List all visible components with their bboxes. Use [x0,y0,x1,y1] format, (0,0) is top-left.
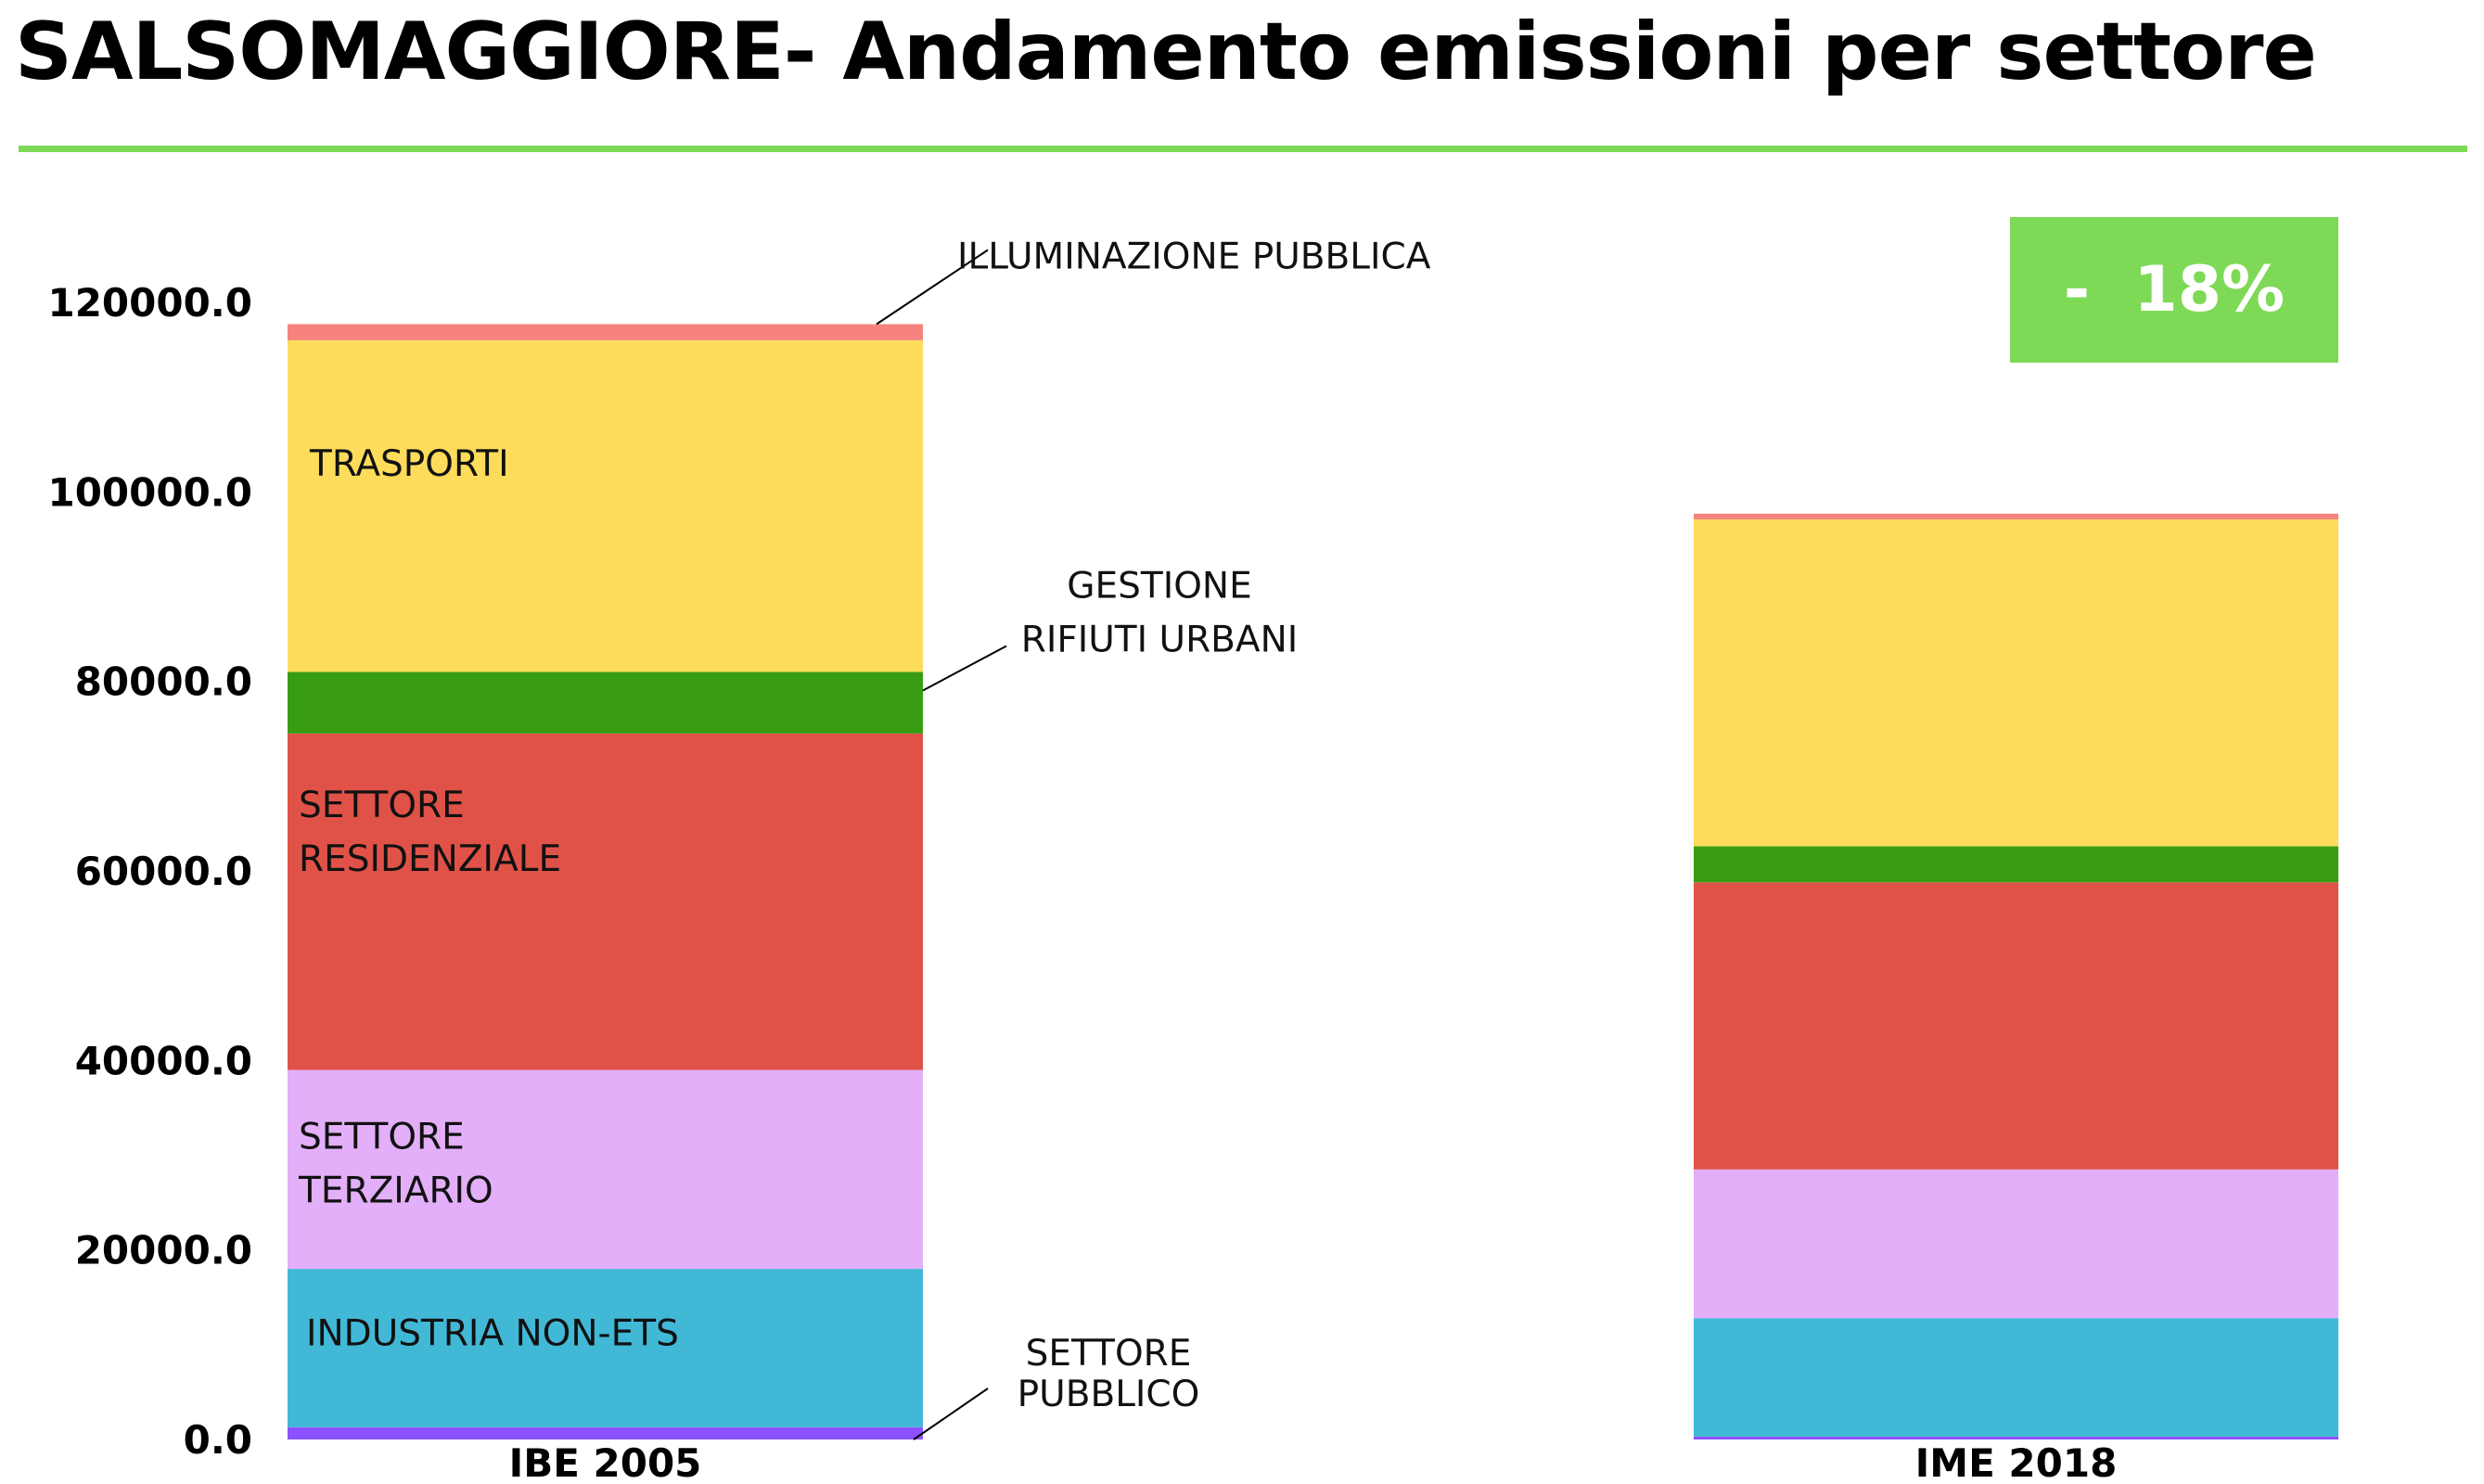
callout-label-settore-pubblico: PUBBLICO [1018,1374,1200,1415]
segment-label-trasporti: TRASPORTI [309,443,509,485]
y-tick-label: 20000.0 [75,1228,252,1273]
y-tick-label: 120000.0 [47,280,252,326]
x-tick-label: IBE 2005 [509,1440,702,1484]
y-tick-label: 100000.0 [47,469,252,515]
reduction-badge: - 18% [2010,217,2338,363]
callout-label-illuminazione-pubblica: ILLUMINAZIONE PUBBLICA [957,236,1431,277]
chart-title: SALSOMAGGIORE- Andamento emissioni per s… [15,6,2317,98]
bar-segment-settore-terziario [1694,1169,2338,1319]
y-tick-label: 40000.0 [75,1038,252,1083]
leader-line [913,1388,989,1440]
y-tick-label: 60000.0 [75,849,252,894]
bar-segment-settore-terziario [288,1069,923,1270]
bar-segment-settore-residenziale [1694,882,2338,1170]
y-tick-label: 80000.0 [75,659,252,705]
bar-segment-settore-pubblico [288,1426,923,1439]
segment-label-industria-non-ets: INDUSTRIA NON-ETS [306,1312,679,1354]
segment-label-settore-residenziale: RESIDENZIALE [299,838,561,880]
callout-label-gestione-rifiuti-urbani: RIFIUTI URBANI [1021,619,1299,660]
callout-label-settore-pubblico: SETTORE [1026,1333,1192,1375]
bar-segment-trasporti [288,339,923,672]
bar-segment-trasporti [1694,518,2338,847]
bar-segment-industria-non-ets [288,1269,923,1427]
bar-segment-industria-non-ets [1694,1318,2338,1437]
y-tick-label: 0.0 [184,1417,252,1463]
segment-label-settore-terziario: TERZIARIO [298,1170,493,1211]
bar-segment-settore-residenziale [288,733,923,1070]
bar-segment-gestione-rifiuti-urbani [1694,846,2338,883]
bar-segment-illuminazione-pubblica [288,324,923,340]
callout-label-gestione-rifiuti-urbani: GESTIONE [1067,565,1251,607]
title-divider [19,146,2467,152]
bar-segment-gestione-rifiuti-urbani [288,672,923,734]
bar-segment-illuminazione-pubblica [1694,513,2338,519]
x-tick-label: IME 2018 [1915,1440,2118,1484]
leader-line [876,249,989,326]
bar-segment-settore-pubblico [1694,1436,2338,1439]
leader-line [922,645,1007,692]
segment-label-settore-terziario: SETTORE [299,1116,465,1158]
segment-label-settore-residenziale: SETTORE [299,785,465,826]
